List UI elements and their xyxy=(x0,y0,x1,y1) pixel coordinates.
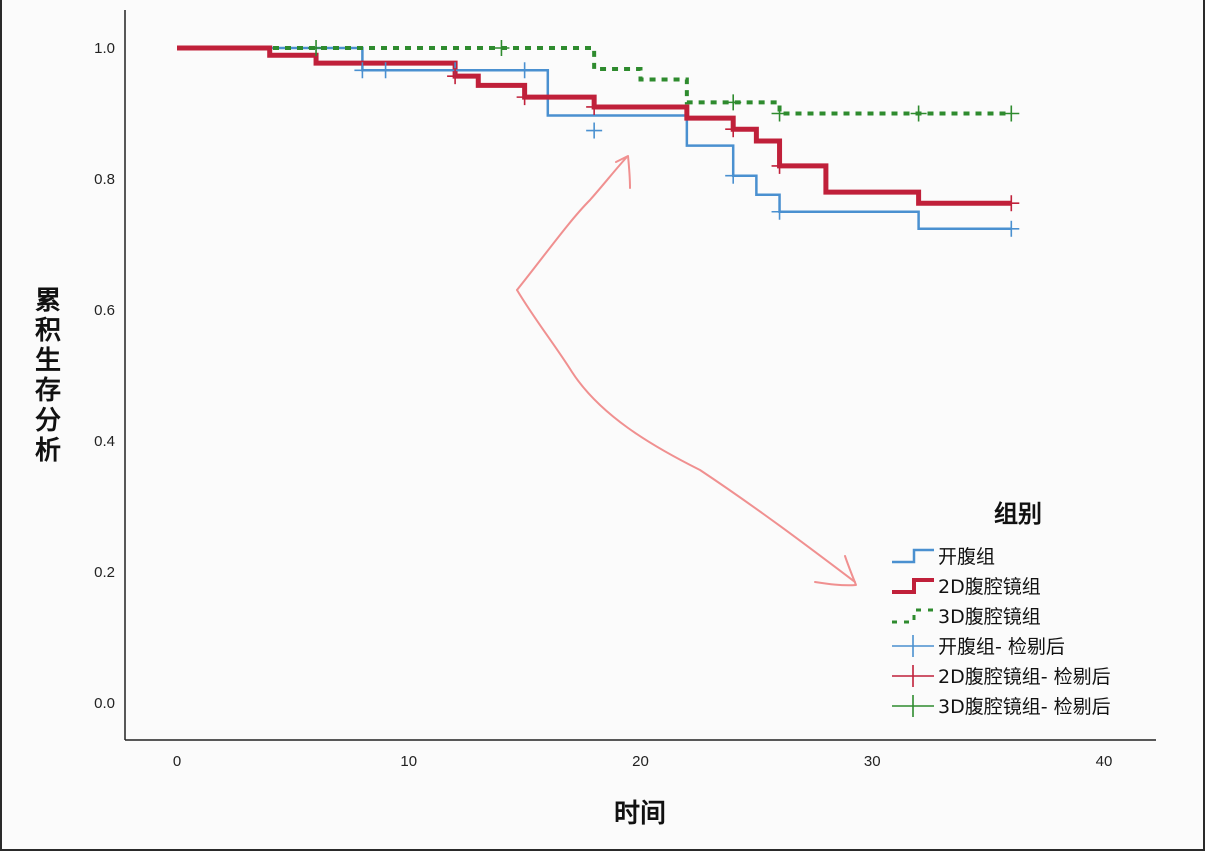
x-tick-label: 40 xyxy=(1096,753,1113,770)
censor-mark xyxy=(725,121,742,138)
annotation-arrow xyxy=(516,155,857,587)
censor-mark xyxy=(1003,105,1020,122)
y-tick-label: 0.6 xyxy=(94,302,115,319)
legend-entry: 2D腹腔镜组 xyxy=(892,576,1041,598)
censor-mark xyxy=(493,40,510,56)
censor-mark xyxy=(725,94,742,111)
censor-mark xyxy=(516,89,533,106)
y-tick-label: 0.8 xyxy=(94,171,115,188)
annotation-arrow-lower-stroke xyxy=(516,289,856,583)
x-tick-labels: 0 10 20 30 40 xyxy=(173,753,1113,770)
x-tick-label: 20 xyxy=(632,753,649,770)
censor-mark xyxy=(308,40,325,56)
censor-mark xyxy=(771,157,788,174)
y-tick-label: 1.0 xyxy=(94,40,115,57)
legend-swatch-line xyxy=(892,608,934,624)
legend-entry: 开腹组 xyxy=(892,546,995,568)
censor-mark xyxy=(377,62,394,79)
legend-entry: 3D腹腔镜组- 检剔后 xyxy=(892,695,1111,718)
legend-entry: 3D腹腔镜组 xyxy=(892,606,1041,628)
legend-label: 2D腹腔镜组- 检剔后 xyxy=(938,666,1111,688)
legend-swatch-line xyxy=(892,578,934,594)
legend-entry: 开腹组- 检剔后 xyxy=(892,635,1065,658)
censor-mark xyxy=(1003,220,1020,237)
censor-mark xyxy=(516,62,533,79)
series-line-1 xyxy=(177,45,1012,206)
legend-swatch-line xyxy=(892,548,934,564)
legend-label: 开腹组- 检剔后 xyxy=(938,636,1065,658)
censor-mark xyxy=(725,167,742,184)
y-tick-label: 0.0 xyxy=(94,695,115,712)
legend-title: 组别 xyxy=(994,499,1042,528)
legend-label: 3D腹腔镜组- 检剔后 xyxy=(938,696,1111,718)
legend-label: 3D腹腔镜组 xyxy=(938,606,1041,628)
censor-mark xyxy=(1003,195,1020,212)
annotation-arrow-upper-stroke xyxy=(516,157,627,291)
y-tick-label: 0.2 xyxy=(94,564,115,581)
annotation-arrow-upper-head xyxy=(615,155,631,189)
x-tick-label: 30 xyxy=(864,753,881,770)
censor-mark xyxy=(447,68,464,85)
legend-entry: 2D腹腔镜组- 检剔后 xyxy=(892,665,1111,688)
x-tick-label: 0 xyxy=(173,753,181,770)
y-tick-label: 0.4 xyxy=(94,433,115,450)
censor-mark xyxy=(910,105,927,122)
censor-mark xyxy=(586,98,603,115)
legend-label: 2D腹腔镜组 xyxy=(938,576,1041,598)
x-axis-title: 时间 xyxy=(614,799,666,829)
x-tick-label: 10 xyxy=(400,753,417,770)
censor-marks xyxy=(308,40,1020,237)
legend-label: 开腹组 xyxy=(938,546,995,568)
censor-mark xyxy=(771,105,788,122)
censor-mark xyxy=(586,122,603,139)
censor-mark xyxy=(354,62,371,79)
annotation-arrow-lower-head xyxy=(814,555,857,587)
censor-mark xyxy=(771,203,788,220)
y-tick-labels: 0.0 0.2 0.4 0.6 0.8 1.0 xyxy=(94,40,115,712)
y-axis-title: 累积生存分析 xyxy=(35,286,61,466)
